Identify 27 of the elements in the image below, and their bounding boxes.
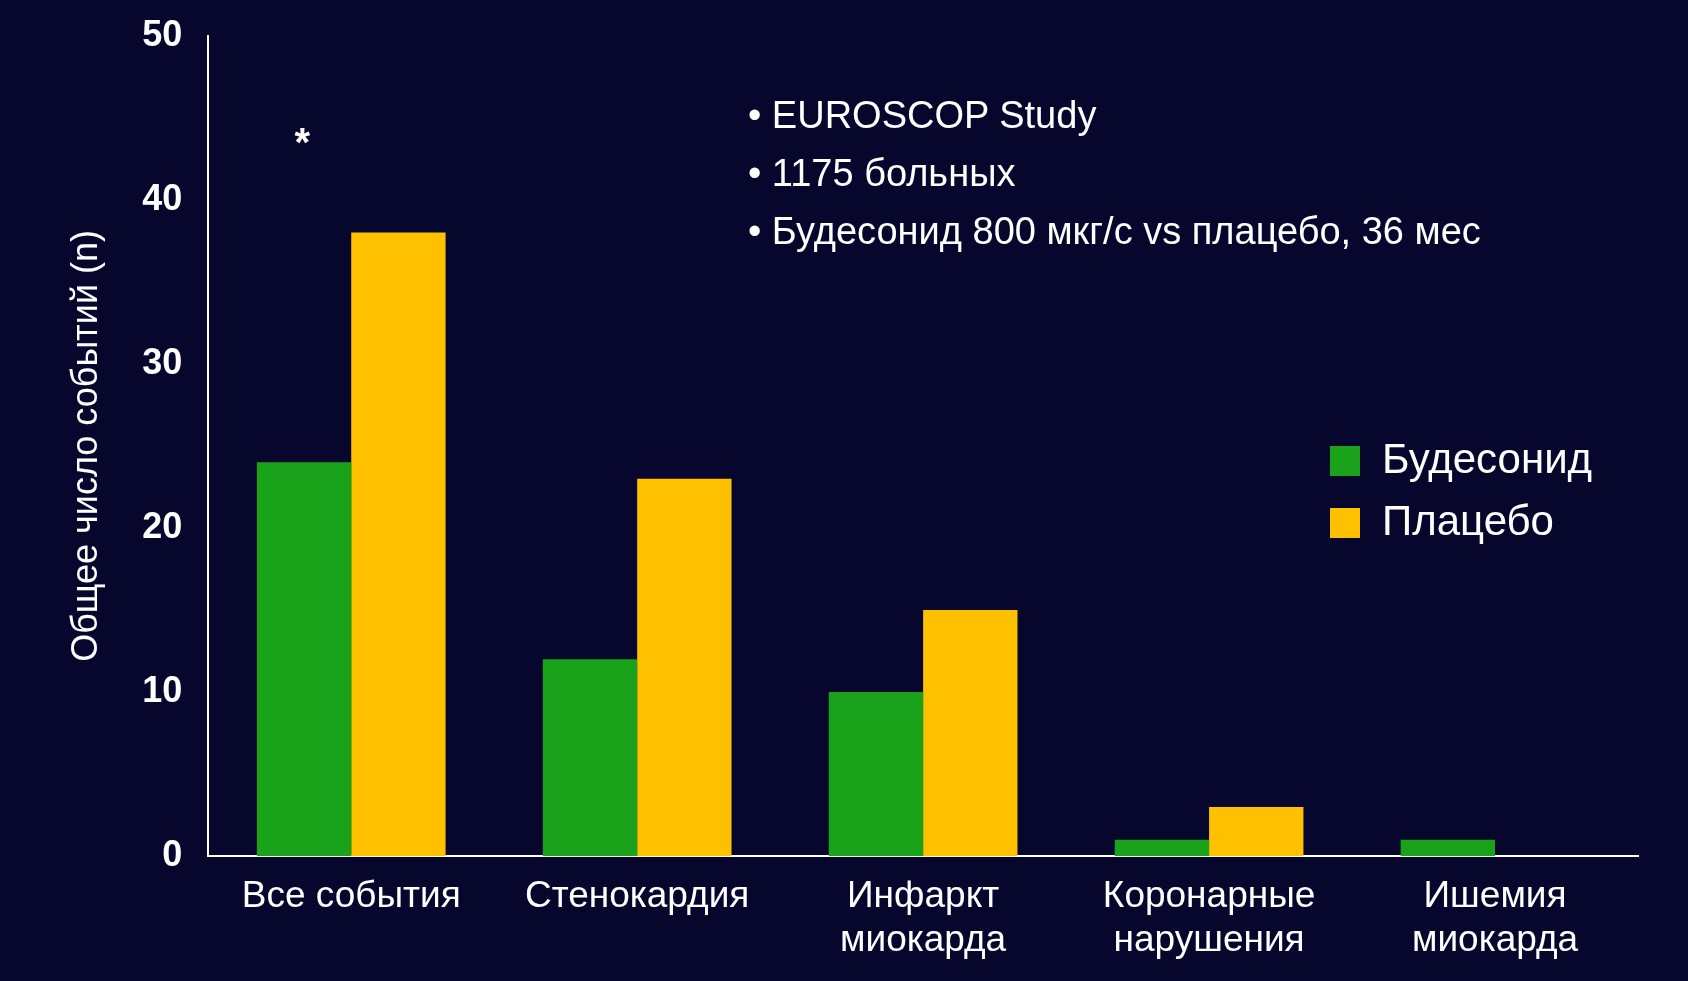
- annotation: • EUROSCOP Study: [748, 94, 1097, 137]
- y-tick-label: 10: [142, 669, 183, 710]
- bar: [256, 462, 352, 857]
- y-tick-label: 0: [162, 833, 183, 875]
- x-tick-label: Инфаркт миокарда: [840, 873, 1007, 959]
- bar: [1114, 839, 1210, 857]
- annotation: • 1175 больных: [748, 152, 1016, 195]
- y-tick-label: 40: [142, 176, 183, 218]
- bar: [351, 232, 446, 857]
- y-tick-label: 30: [142, 340, 183, 382]
- x-tick-label: Коронарные нарушения: [1102, 873, 1316, 959]
- bar: [923, 610, 1018, 857]
- legend-label: Будесонид: [1382, 434, 1593, 482]
- annotation: *: [294, 120, 311, 165]
- y-tick-label: 20: [142, 504, 183, 546]
- bar: [542, 659, 638, 857]
- bar: [1400, 839, 1496, 857]
- x-tick-label: Все события: [241, 873, 461, 915]
- legend-label: Плацебо: [1382, 496, 1554, 544]
- bar: [1209, 806, 1304, 857]
- y-tick-label: 50: [142, 12, 183, 54]
- y-axis-title: Общее число событий (n): [63, 229, 105, 662]
- bar: [828, 692, 924, 857]
- bar: [637, 478, 732, 857]
- annotation: • Будесонид 800 мкг/с vs плацебо, 36 мес: [748, 210, 1481, 253]
- x-tick-label: Ишемия миокарда: [1411, 873, 1579, 959]
- x-tick-label: Стенокардия: [524, 873, 750, 915]
